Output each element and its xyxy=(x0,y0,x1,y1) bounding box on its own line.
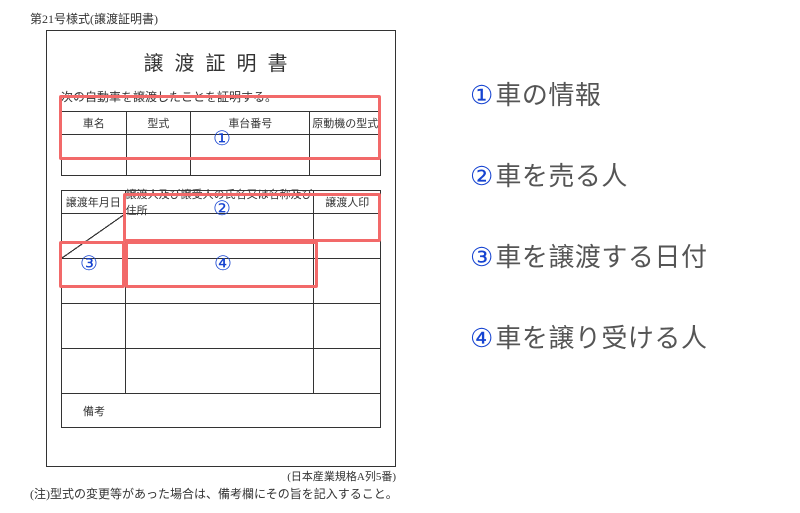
remarks-row: 備考 xyxy=(61,394,381,428)
number-4: ④ xyxy=(214,251,232,276)
legend-text-1: 車の情報 xyxy=(495,75,601,112)
doc-title: 譲渡証明書 xyxy=(61,47,381,76)
foot-note: (注)型式の変更等があった場合は、備考欄にその旨を記入すること。 xyxy=(30,485,398,502)
col-engine: 原動機の型式 xyxy=(310,112,380,134)
legend-text-4: 車を譲り受ける人 xyxy=(495,318,707,355)
table2-row-3 xyxy=(62,304,380,349)
legend-num-3: ③ xyxy=(470,243,493,273)
legend-num-1: ① xyxy=(470,81,493,111)
cell-model xyxy=(127,135,192,175)
number-3: ③ xyxy=(80,251,98,276)
col-seal: 譲渡人印 xyxy=(314,191,380,213)
certificate-form: 譲渡証明書 次の自動車を譲渡したことを証明する。 車名 型式 車台番号 原動機の… xyxy=(46,30,396,467)
legend-text-3: 車を譲渡する日付 xyxy=(495,237,707,274)
col-car-name: 車名 xyxy=(62,112,127,134)
doc-subtitle: 次の自動車を譲渡したことを証明する。 xyxy=(61,88,381,105)
col-date: 譲渡年月日 xyxy=(62,191,126,213)
cell-person-4 xyxy=(126,349,315,393)
legend: ① 車の情報 ② 車を売る人 ③ 車を譲渡する日付 ④ 車を譲り受ける人 xyxy=(470,75,707,399)
cell-engine xyxy=(310,135,380,175)
legend-item-1: ① 車の情報 xyxy=(470,75,707,112)
cell-date-4 xyxy=(62,349,126,393)
legend-item-2: ② 車を売る人 xyxy=(470,156,707,193)
cell-chassis xyxy=(191,135,310,175)
cell-seal-2 xyxy=(314,259,380,303)
cell-seal-4 xyxy=(314,349,380,393)
cell-seal-1 xyxy=(314,214,380,258)
legend-num-2: ② xyxy=(470,162,493,192)
col-model: 型式 xyxy=(127,112,192,134)
legend-item-3: ③ 車を譲渡する日付 xyxy=(470,237,707,274)
cell-date-3 xyxy=(62,304,126,348)
legend-text-2: 車を売る人 xyxy=(495,156,628,193)
col-chassis: 車台番号 xyxy=(191,112,310,134)
cell-car-name xyxy=(62,135,127,175)
standard-note: (日本産業規格A列5番) xyxy=(46,468,396,484)
table2-row-4 xyxy=(62,349,380,393)
legend-item-4: ④ 車を譲り受ける人 xyxy=(470,318,707,355)
remarks-label: 備考 xyxy=(62,403,126,419)
number-1: ① xyxy=(213,126,231,151)
cell-person-3 xyxy=(126,304,315,348)
legend-num-4: ④ xyxy=(470,324,493,354)
number-2: ② xyxy=(213,196,231,221)
cell-seal-3 xyxy=(314,304,380,348)
form-header-note: 第21号様式(譲渡証明書) xyxy=(30,10,158,27)
